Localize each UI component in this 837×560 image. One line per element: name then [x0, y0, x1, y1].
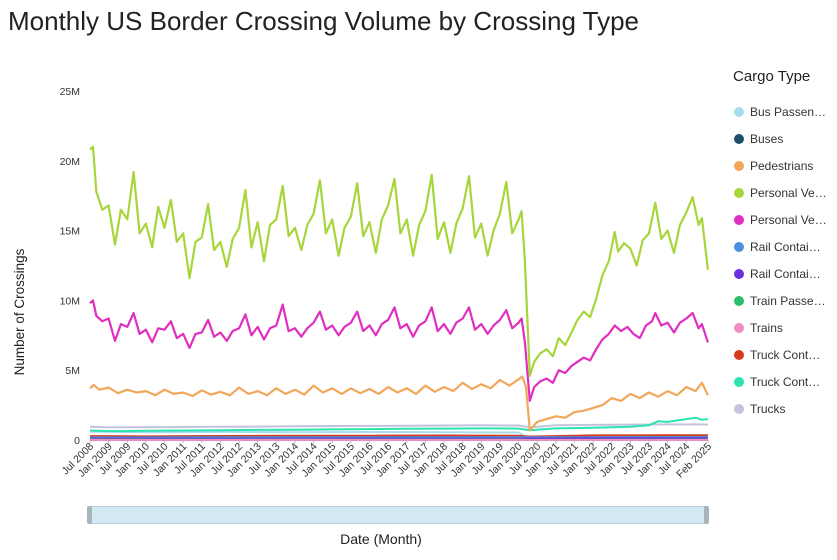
series-line-10: [89, 416, 709, 433]
legend-label: Rail Contai…: [750, 266, 821, 281]
legend-swatch: [734, 214, 744, 225]
legend-label: Train Passe…: [750, 293, 826, 308]
legend-swatch: [734, 268, 744, 279]
legend-label: Truck Cont…: [750, 347, 821, 362]
y-ticks: 0 5M 10M 15M 20M 25M: [60, 86, 81, 447]
series-line-2: [89, 375, 709, 432]
legend: Cargo Type Bus Passen… Buses Pedestrians Pe…: [726, 68, 834, 422]
legend-item[interactable]: Truck Cont…: [726, 341, 834, 368]
legend-swatch: [734, 403, 744, 414]
y-tick-label: 25M: [60, 86, 80, 98]
legend-label: Pedestrians: [750, 158, 814, 173]
legend-swatch: [734, 349, 744, 360]
legend-swatch: [734, 133, 744, 144]
series-line-11: [89, 423, 708, 429]
series-lines: [89, 145, 709, 441]
legend-item[interactable]: Pedestrians: [726, 152, 834, 179]
date-range-scrollbar[interactable]: [89, 506, 707, 524]
legend-label: Personal Ve…: [750, 185, 827, 200]
scrollbar-left-handle[interactable]: [87, 506, 92, 524]
chart-title: Monthly US Border Crossing Volume by Cro…: [8, 6, 640, 36]
legend-swatch: [734, 160, 744, 171]
legend-label: Rail Contai…: [750, 239, 821, 254]
legend-swatch: [734, 187, 744, 198]
legend-item[interactable]: Personal Ve…: [726, 206, 834, 233]
x-axis-title: Date (Month): [340, 531, 422, 547]
legend-label: Trucks: [750, 401, 786, 416]
legend-swatch: [734, 295, 744, 306]
y-tick-label: 0: [74, 435, 80, 447]
legend-item[interactable]: Trucks: [726, 395, 834, 422]
legend-swatch: [734, 106, 744, 117]
legend-item[interactable]: Trains: [726, 314, 834, 341]
legend-label: Buses: [750, 131, 784, 146]
series-line-4: [89, 299, 709, 402]
y-tick-label: 5M: [65, 365, 80, 377]
series-line-9: [89, 434, 708, 438]
legend-title: Cargo Type: [733, 68, 811, 85]
series-line-3: [89, 145, 709, 377]
y-tick-label: 10M: [60, 295, 80, 307]
legend-label: Trains: [750, 320, 783, 335]
legend-item[interactable]: Buses: [726, 125, 834, 152]
legend-swatch: [734, 322, 744, 333]
legend-label: Bus Passen…: [750, 104, 827, 119]
y-tick-label: 20M: [60, 156, 80, 168]
y-axis-title: Number of Crossings: [12, 248, 27, 375]
legend-swatch: [734, 241, 744, 252]
legend-items: Bus Passen… Buses Pedestrians Personal Ve… P…: [726, 98, 834, 422]
legend-item[interactable]: Train Passe…: [726, 287, 834, 314]
legend-item[interactable]: Bus Passen…: [726, 98, 834, 125]
scrollbar-right-handle[interactable]: [704, 506, 709, 524]
legend-item[interactable]: Rail Contai…: [726, 260, 834, 287]
legend-label: Truck Cont…: [750, 374, 821, 389]
legend-swatch: [734, 376, 744, 387]
legend-label: Personal Ve…: [750, 212, 827, 227]
y-tick-label: 15M: [60, 226, 80, 238]
legend-item[interactable]: Rail Contai…: [726, 233, 834, 260]
legend-item[interactable]: Personal Ve…: [726, 179, 834, 206]
legend-item[interactable]: Truck Cont…: [726, 368, 834, 395]
